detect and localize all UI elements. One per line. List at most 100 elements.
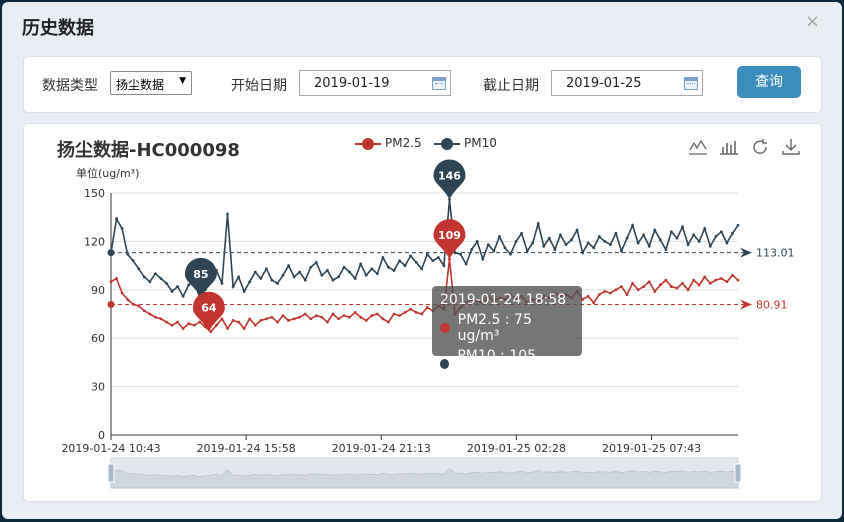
pm10-data-point [725, 241, 729, 245]
pm25-max-marker: 109 [433, 219, 466, 260]
pm25-data-point [359, 315, 363, 319]
pm25-data-point [126, 298, 130, 301]
pm25-data-point [231, 319, 235, 322]
pm10-data-point [375, 272, 379, 276]
start-date-input[interactable]: 2019-01-19 [299, 70, 451, 96]
pm10-data-point [165, 281, 168, 285]
pm25-data-point [153, 315, 157, 319]
tooltip-pm10: PM10 : 105 ug/m³ [457, 348, 537, 380]
pm10-data-point [570, 238, 573, 242]
pm10-data-point [281, 273, 285, 277]
restore-icon[interactable] [750, 138, 770, 156]
end-date-input[interactable]: 2019-01-25 [551, 70, 703, 96]
legend-pm25-swatch [355, 137, 381, 151]
close-icon[interactable]: × [804, 11, 820, 32]
calendar-icon[interactable] [684, 77, 698, 90]
legend-item-pm10[interactable]: PM10 [434, 136, 497, 151]
query-button[interactable]: 查询 [737, 66, 801, 98]
pm10-data-point [559, 233, 562, 237]
pm25-data-point [237, 320, 241, 324]
pm25-data-point [148, 312, 152, 316]
pm25-data-point [137, 304, 141, 308]
pm10-data-point [403, 264, 407, 267]
pm10-data-point [181, 294, 185, 298]
pm25-data-point [642, 285, 646, 288]
pm25-data-point [697, 283, 701, 287]
bar-chart-icon[interactable] [719, 138, 739, 156]
pm25-max-marker-shape [433, 219, 466, 260]
calendar-icon[interactable] [432, 77, 446, 90]
filter-panel: 数据类型 扬尘数据 ▼ 开始日期 2019-01-19 截止日期 2019-01… [23, 56, 822, 113]
pm10-max-marker: 146 [433, 159, 466, 200]
zoom-handle-right [734, 463, 742, 483]
pm25-data-point [281, 314, 285, 318]
data-type-select[interactable]: 扬尘数据 ▼ [110, 71, 192, 95]
pm10-data-point [536, 222, 540, 226]
pm25-data-point [325, 320, 329, 324]
legend-item-pm25[interactable]: PM2.5 [355, 136, 422, 151]
pm25-data-point [276, 320, 279, 324]
pm10-data-point [575, 228, 579, 232]
pm25-dot-icon [440, 323, 450, 333]
pm10-data-point [509, 252, 512, 256]
pm10-data-point [303, 278, 307, 282]
pm10-data-point [653, 228, 657, 232]
line-chart-icon[interactable] [688, 138, 708, 156]
tooltip-row-pm25: PM2.5 : 75 ug/m³ [440, 312, 574, 344]
pm10-data-point [681, 225, 684, 229]
pm25-data-point [176, 320, 179, 324]
pm10-data-point [647, 244, 651, 248]
chevron-down-icon: ▼ [179, 76, 186, 86]
pm10-data-point [442, 264, 446, 267]
pm10-data-point [126, 252, 130, 256]
pm25-data-point [653, 290, 657, 293]
pm25-data-point [187, 322, 191, 326]
pm10-min-marker: 85 [184, 257, 217, 298]
pm10-data-point [420, 267, 424, 271]
dialog-title: 历史数据 [22, 18, 94, 39]
pm25-data-point [425, 306, 429, 309]
pm25-data-point [620, 285, 623, 288]
tooltip-time: 2019-01-24 18:58 [440, 292, 567, 308]
pm25-data-point [192, 323, 196, 327]
pm10-data-point [708, 244, 712, 248]
pm10-min-marker-shape [184, 257, 217, 298]
pm25-data-point [303, 312, 307, 316]
pm10-data-point [248, 280, 252, 284]
pm10-mean-arrow [740, 247, 752, 258]
pm10-data-point [270, 278, 274, 282]
pm25-data-point [736, 278, 740, 282]
y-tick-label: 120 [84, 235, 105, 248]
pm25-data-point [675, 286, 679, 290]
pm10-data-point [448, 198, 451, 201]
pm10-data-point [370, 267, 374, 271]
pm25-data-point [248, 317, 252, 321]
pm10-mean-start [107, 249, 115, 257]
legend-pm10-swatch [434, 137, 460, 151]
pm10-data-point [503, 246, 507, 250]
pm25-data-point [331, 312, 335, 316]
pm10-data-point [231, 285, 235, 288]
pm10-data-point [542, 244, 546, 248]
pm25-data-point [370, 314, 374, 318]
pm10-data-point [237, 275, 241, 279]
legend-pm25-label: PM2.5 [385, 136, 422, 150]
pm25-min-marker-shape [192, 291, 225, 332]
pm10-data-point [348, 270, 351, 274]
pm25-data-point [387, 320, 390, 324]
pm25-data-point [586, 294, 590, 298]
pm10-data-point [148, 280, 152, 284]
y-tick-label: 30 [91, 381, 105, 394]
pm25-data-point [320, 315, 324, 319]
download-icon[interactable] [781, 138, 801, 156]
pm10-data-point [298, 270, 302, 274]
pm10-mean-label: 113.01 [756, 247, 795, 260]
pm25-data-point [608, 291, 612, 295]
pm10-data-point [320, 273, 324, 277]
pm25-data-point [664, 278, 668, 282]
pm10-data-point [736, 223, 740, 227]
y-tick-label: 150 [84, 187, 105, 200]
pm25-data-point [636, 288, 640, 292]
pm10-data-point [325, 269, 329, 272]
pm10-data-point [220, 281, 224, 285]
